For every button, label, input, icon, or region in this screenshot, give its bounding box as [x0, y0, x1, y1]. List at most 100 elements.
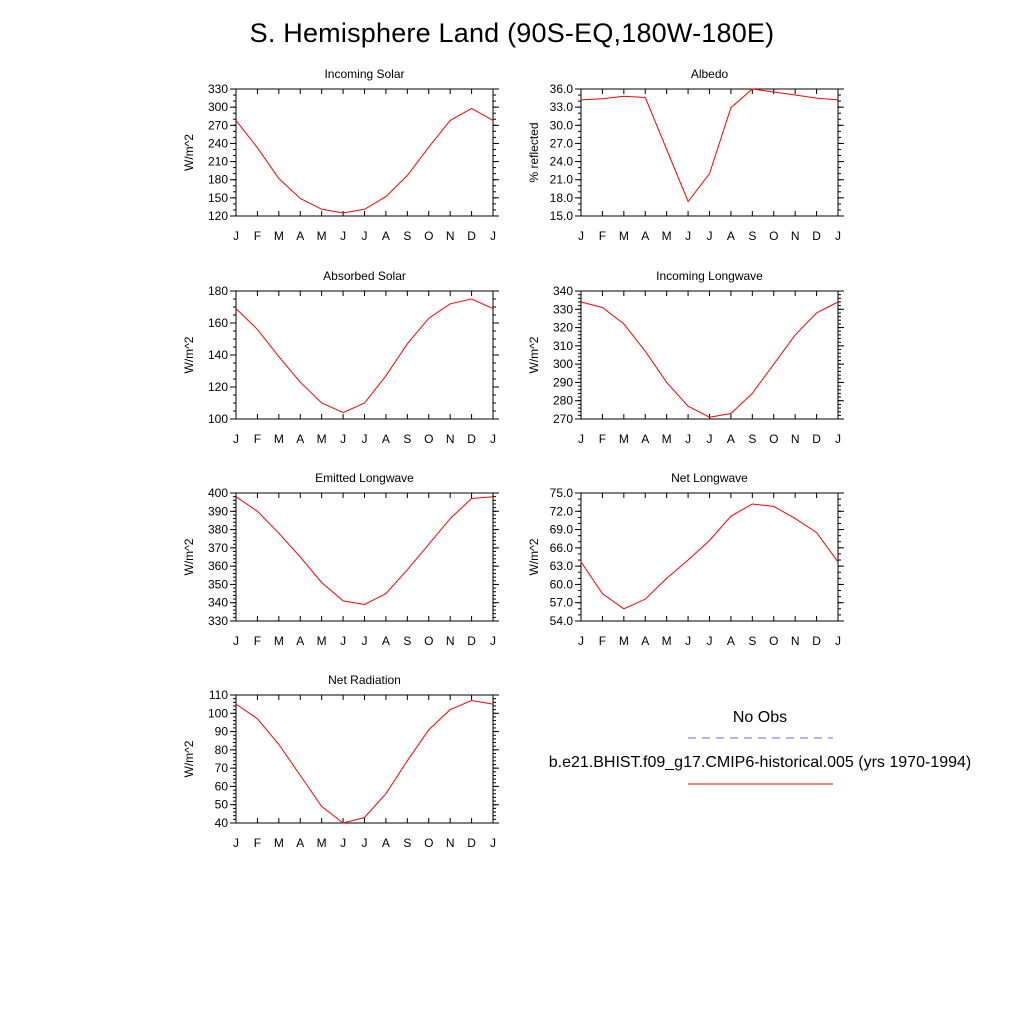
incoming-longwave-xtick-label: M: [662, 432, 672, 446]
net-longwave-xtick-label: D: [812, 634, 821, 648]
incoming-solar-ytick-label: 180: [208, 173, 228, 187]
absorbed-solar-xtick-label: J: [233, 432, 239, 446]
panel-net-longwave: J F M A M J J A S O N D J54.057.060.063.066.069.072.…: [527, 471, 844, 648]
incoming-solar-series-line: [235, 107, 494, 214]
albedo-xtick-label: S: [748, 229, 756, 243]
net-longwave-xtick-label: M: [662, 634, 672, 648]
incoming-longwave-ytick-label: 340: [553, 284, 573, 298]
net-radiation-xtick-label: M: [274, 836, 284, 850]
net-longwave-ytick-label: 54.0: [550, 614, 574, 628]
incoming-longwave-ytick-label: 320: [553, 321, 573, 335]
incoming-longwave-xtick-label: S: [748, 432, 756, 446]
albedo-ylabel: % reflected: [527, 122, 541, 182]
absorbed-solar-xtick-label: M: [317, 432, 327, 446]
panel-incoming-longwave: J F M A M J J A S O N D J270280290300310320330340Inc…: [527, 269, 844, 446]
albedo-frame: [580, 88, 839, 217]
net-radiation-xtick-label: N: [446, 836, 455, 850]
net-radiation-ytick-label: 110: [209, 688, 228, 702]
emitted-longwave-ytick-label: 340: [208, 596, 228, 610]
net-longwave-xtick-label: J: [578, 634, 584, 648]
albedo-title: Albedo: [691, 67, 729, 81]
net-radiation-xtick-label: A: [382, 836, 390, 850]
net-radiation-ytick-label: 100: [208, 706, 228, 720]
albedo-xtick-label: A: [727, 229, 735, 243]
absorbed-solar-xtick-label: J: [340, 432, 346, 446]
emitted-longwave-frame: [235, 492, 494, 622]
net-radiation-xtick-label: D: [467, 836, 476, 850]
net-longwave-xtick-label: F: [599, 634, 606, 648]
incoming-solar-xtick-label: F: [254, 229, 261, 243]
albedo-xtick-label: J: [685, 229, 691, 243]
net-longwave-xtick-label: A: [727, 634, 735, 648]
net-longwave-ytick-label: 57.0: [550, 596, 574, 610]
incoming-longwave-ytick-label: 280: [553, 394, 573, 408]
incoming-solar-frame: [235, 88, 494, 217]
net-longwave-xtick-label: O: [769, 634, 778, 648]
net-radiation-xtick-label: J: [490, 836, 496, 850]
net-longwave-ytick-label: 69.0: [550, 523, 574, 537]
absorbed-solar-xtick-label: O: [424, 432, 433, 446]
emitted-longwave-ylabel: W/m^2: [182, 538, 196, 575]
net-longwave-xtick-label: N: [791, 634, 800, 648]
emitted-longwave-xtick-label: J: [233, 634, 239, 648]
incoming-longwave-xtick-label: J: [685, 432, 691, 446]
emitted-longwave-ytick-label: 330: [208, 614, 228, 628]
net-radiation-xtick-label: A: [296, 836, 304, 850]
albedo-ytick-label: 18.0: [550, 191, 574, 205]
net-radiation-xtick-label: J: [233, 836, 239, 850]
legend: No Obs b.e21.BHIST.f09_g17.CMIP6-historic…: [549, 709, 971, 785]
incoming-longwave-xtick-label: O: [769, 432, 778, 446]
incoming-solar-xtick-label: M: [274, 229, 284, 243]
absorbed-solar-frame: [235, 290, 494, 420]
absorbed-solar-xtick-label: J: [362, 432, 368, 446]
net-radiation-xtick-label: F: [254, 836, 261, 850]
albedo-series-line: [580, 88, 839, 203]
incoming-longwave-frame: [580, 290, 839, 420]
emitted-longwave-series-line: [235, 496, 494, 606]
albedo-xtick-label: F: [599, 229, 606, 243]
incoming-longwave-xtick-label: A: [727, 432, 735, 446]
albedo-ytick-label: 33.0: [550, 100, 574, 114]
net-longwave-xtick-label: J: [707, 634, 713, 648]
albedo-ytick-label: 30.0: [550, 118, 574, 132]
absorbed-solar-xtick-label: J: [490, 432, 496, 446]
albedo-xtick-label: J: [835, 229, 841, 243]
net-radiation-title: Net Radiation: [328, 673, 401, 687]
albedo-ytick-label: 27.0: [550, 136, 574, 150]
absorbed-solar-ytick-label: 100: [208, 412, 228, 426]
incoming-solar-ylabel: W/m^2: [182, 134, 196, 171]
net-radiation-ytick-label: 70: [215, 761, 229, 775]
incoming-longwave-xtick-label: N: [791, 432, 800, 446]
net-radiation-series-line: [235, 699, 494, 824]
albedo-xtick-label: D: [812, 229, 821, 243]
incoming-solar-xtick-label: J: [362, 229, 368, 243]
incoming-longwave-xtick-label: J: [707, 432, 713, 446]
incoming-solar-ytick-label: 210: [208, 155, 228, 169]
net-radiation-ytick-label: 60: [215, 779, 229, 793]
albedo-xtick-label: N: [791, 229, 800, 243]
emitted-longwave-xtick-label: A: [296, 634, 304, 648]
net-radiation-xtick-label: J: [362, 836, 368, 850]
net-radiation-xtick-label: J: [340, 836, 346, 850]
emitted-longwave-ytick-label: 360: [208, 559, 228, 573]
net-longwave-title: Net Longwave: [671, 471, 748, 485]
net-longwave-ytick-label: 60.0: [550, 577, 574, 591]
net-longwave-ytick-label: 63.0: [550, 559, 574, 573]
net-longwave-ytick-label: 72.0: [550, 504, 574, 518]
incoming-solar-xtick-label: J: [490, 229, 496, 243]
emitted-longwave-ytick-label: 380: [208, 523, 228, 537]
absorbed-solar-ytick-label: 160: [208, 316, 228, 330]
net-longwave-xtick-label: J: [835, 634, 841, 648]
albedo-xtick-label: J: [707, 229, 713, 243]
incoming-longwave-xtick-label: A: [641, 432, 649, 446]
incoming-solar-xtick-label: A: [382, 229, 390, 243]
absorbed-solar-series-line: [235, 298, 494, 414]
emitted-longwave-ytick-label: 350: [208, 577, 228, 591]
panel-emitted-longwave: J F M A M J J A S O N D J330340350360370380390400Emi…: [182, 471, 499, 648]
legend-obs-label: No Obs: [733, 709, 787, 726]
net-longwave-ytick-label: 66.0: [550, 541, 574, 555]
net-radiation-xtick-label: O: [424, 836, 433, 850]
albedo-ytick-label: 24.0: [550, 155, 574, 169]
legend-model-label: b.e21.BHIST.f09_g17.CMIP6-historical.005…: [549, 754, 971, 771]
incoming-longwave-series-line: [580, 301, 839, 418]
